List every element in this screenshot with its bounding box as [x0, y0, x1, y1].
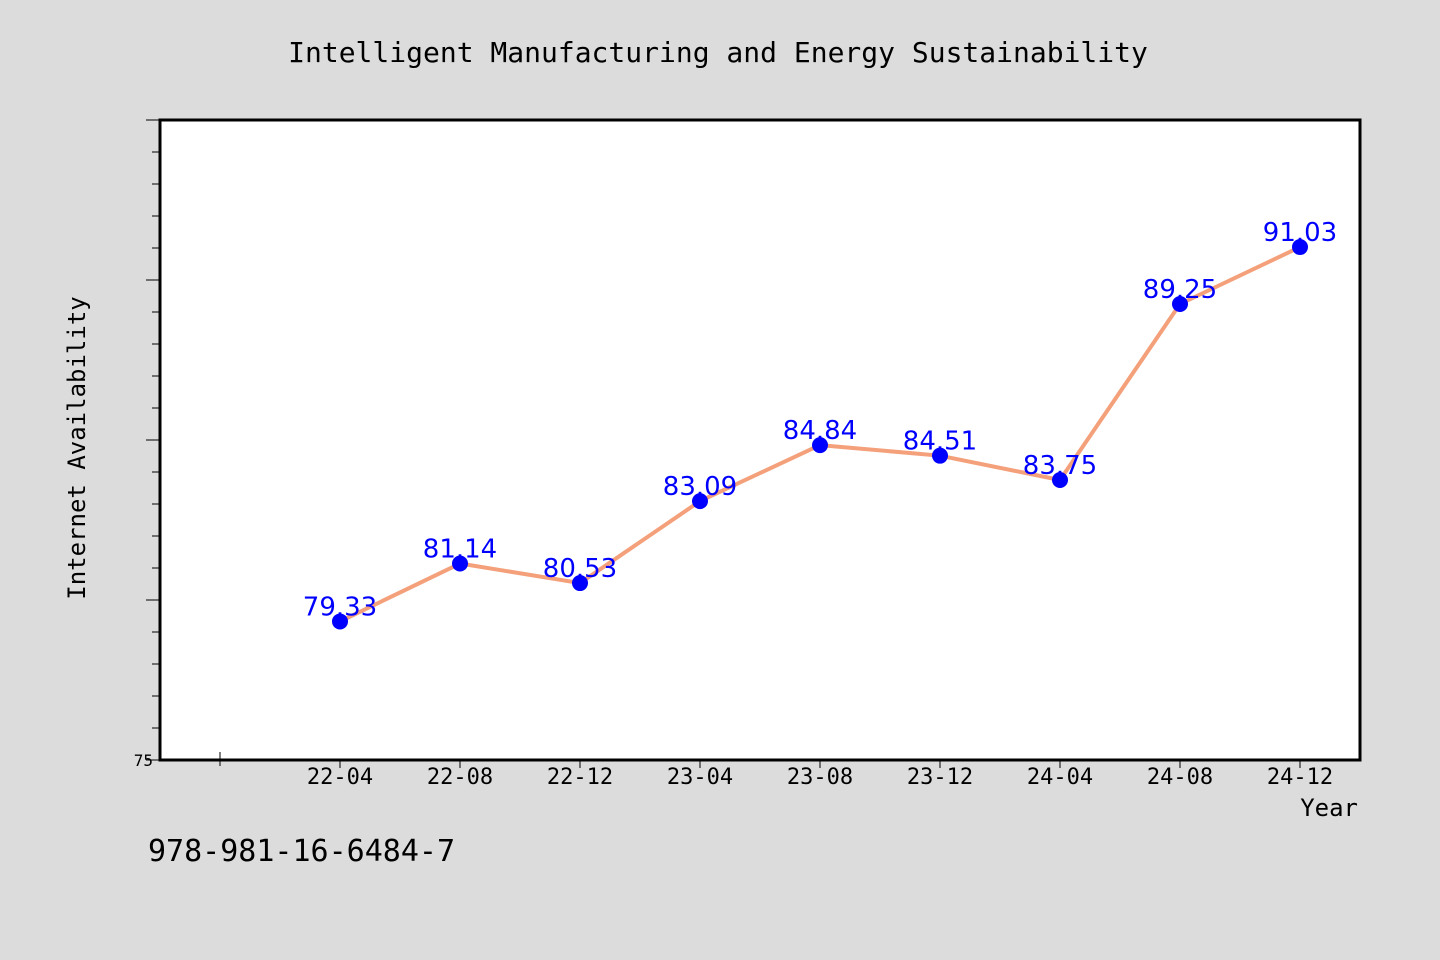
data-point-marker [932, 447, 948, 464]
x-tick-label: 22-08 [427, 765, 493, 790]
data-point-marker [812, 437, 828, 454]
data-point-marker [1292, 239, 1308, 256]
data-point-marker [572, 575, 588, 592]
x-tick-label: 24-04 [1027, 765, 1093, 790]
x-tick-label: 22-12 [547, 765, 613, 790]
data-label: 91.03 [1263, 218, 1337, 248]
x-tick-label: 23-12 [907, 765, 973, 790]
data-point-marker [332, 613, 348, 630]
data-label: 84.51 [903, 427, 977, 457]
footer-id-text: 978-981-16-6484-7 [148, 834, 456, 869]
x-tick-label: 23-04 [667, 765, 733, 790]
data-label: 83.09 [663, 472, 737, 502]
chart-title: Intelligent Manufacturing and Energy Sus… [288, 36, 1148, 69]
data-point-marker [1052, 472, 1068, 488]
x-tick-label: 23-08 [787, 765, 853, 790]
data-point-marker [452, 555, 468, 572]
data-labels: 79.33 81.14 80.53 83.09 84.84 84.51 83.75 89.25… [303, 218, 1337, 622]
data-point-marker [692, 493, 708, 510]
data-label: 79.33 [303, 592, 377, 622]
y-tick-label-min: 75 [134, 751, 153, 770]
data-label: 81.14 [423, 535, 497, 565]
data-label: 89.25 [1143, 275, 1217, 305]
x-tick-label: 22-04 [307, 765, 373, 790]
y-axis-label: Internet Availability [63, 296, 91, 599]
data-label: 84.84 [783, 416, 857, 446]
x-tick-label: 24-12 [1267, 765, 1333, 790]
x-axis-tick-labels: 22-04 22-08 22-12 23-04 23-08 23-12 24-04 24-08… [307, 765, 1333, 790]
x-tick-label: 24-08 [1147, 765, 1213, 790]
data-label: 83.75 [1023, 451, 1097, 481]
x-axis-label: Year [1300, 794, 1358, 822]
data-point-marker [1172, 296, 1188, 312]
data-label: 80.53 [543, 554, 617, 584]
x-axis-ticks [219, 752, 1301, 768]
plot-area [158, 118, 1362, 762]
y-axis-ticks [146, 119, 160, 761]
series-markers [332, 239, 1308, 630]
